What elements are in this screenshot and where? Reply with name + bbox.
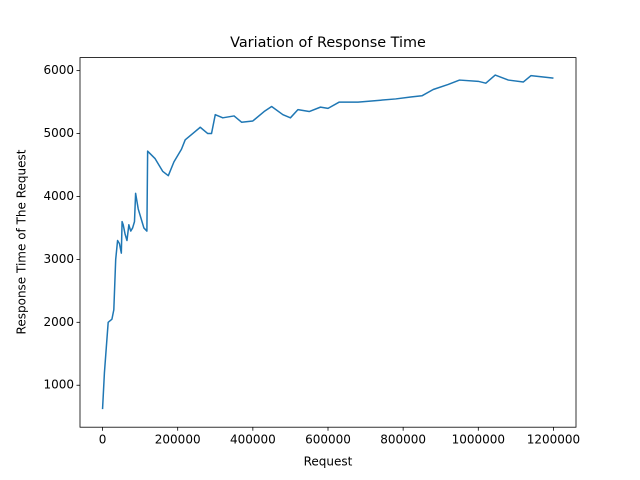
y-tick-label: 6000	[43, 63, 74, 77]
line	[101, 74, 554, 410]
x-tick-label: 1200000	[527, 433, 580, 447]
x-axis-label: Request	[304, 455, 353, 469]
y-tick-label: 4000	[43, 189, 74, 203]
y-axis-label: Response Time of The Request	[15, 149, 29, 334]
x-tick-label: 1000000	[452, 433, 505, 447]
plot-frame	[79, 57, 577, 428]
y-tick-label: 3000	[43, 252, 74, 266]
y-tick-label: 2000	[43, 315, 74, 329]
chart-title: Variation of Response Time	[230, 35, 426, 51]
y-tick-label: 5000	[43, 126, 74, 140]
x-tick-label: 0	[99, 433, 107, 447]
x-tick-label: 800000	[380, 433, 426, 447]
x-tick-label: 200000	[155, 433, 201, 447]
x-tick-label: 600000	[305, 433, 351, 447]
x-tick-label: 400000	[230, 433, 276, 447]
y-tick-label: 1000	[43, 378, 74, 392]
